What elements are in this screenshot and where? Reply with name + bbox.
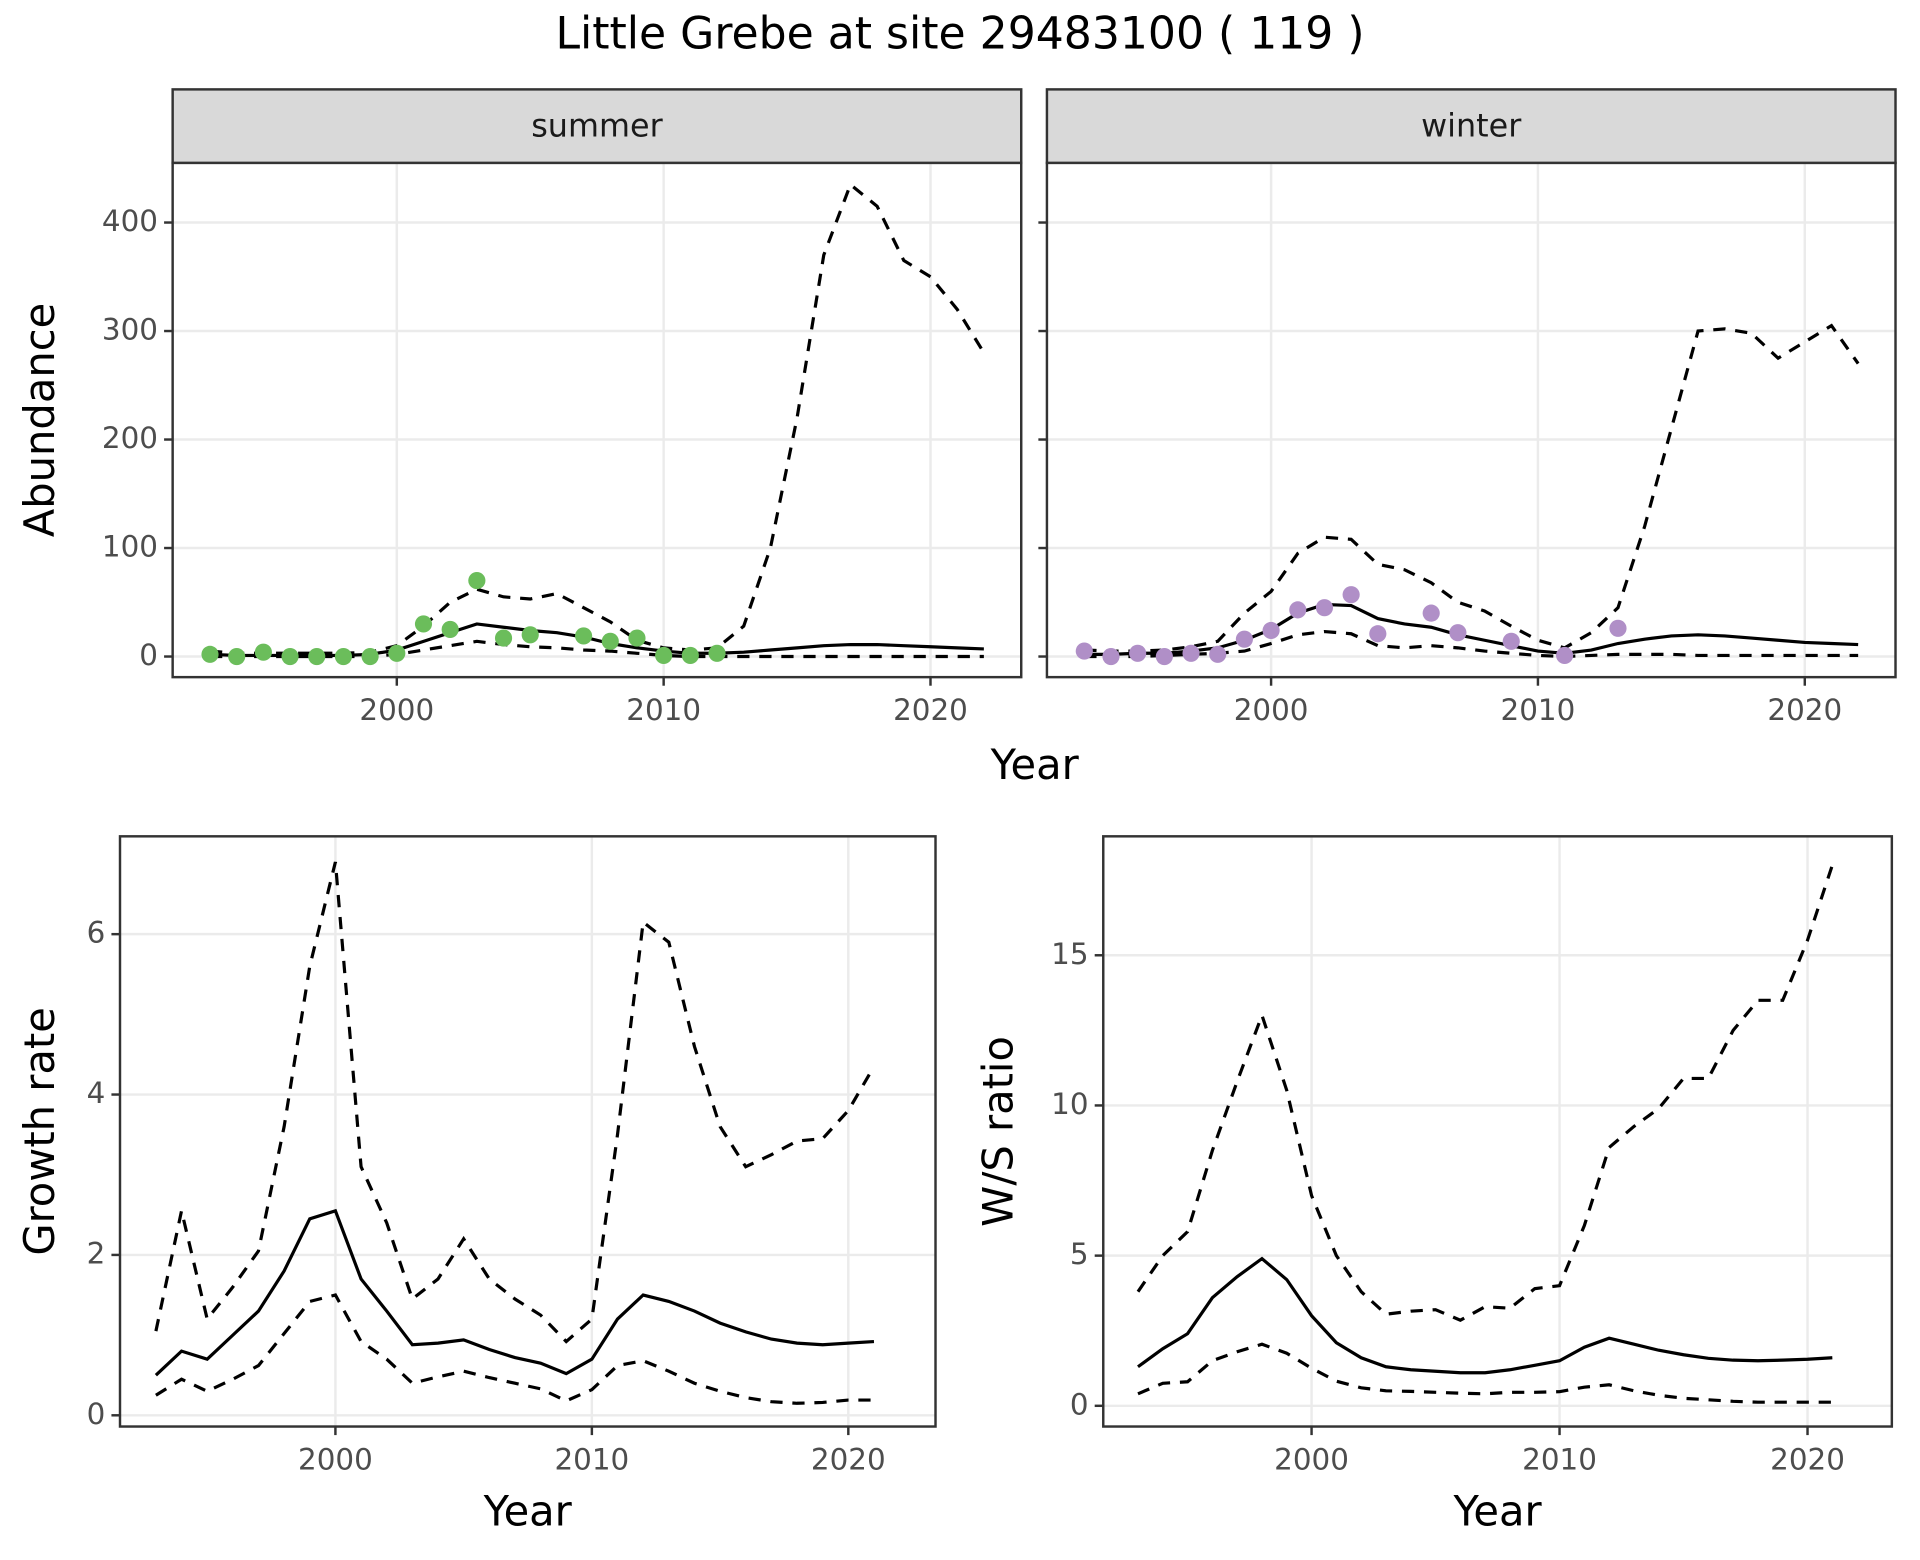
- y-tick-label: 6: [87, 916, 106, 950]
- x-tick-label: 2000: [1274, 1442, 1349, 1476]
- y-axis-label: Growth rate: [15, 1007, 64, 1255]
- data-point: [494, 629, 513, 647]
- trend-line: [154, 1208, 875, 1377]
- x-axis-label: Year: [1452, 1487, 1542, 1536]
- plot-background: [120, 836, 936, 1427]
- data-point: [681, 646, 699, 665]
- interval-line: [1137, 1342, 1833, 1404]
- data-point: [468, 572, 486, 590]
- data-point: [1369, 625, 1387, 643]
- trend-line: [1137, 1256, 1833, 1375]
- data-point: [628, 629, 646, 647]
- strip: [1045, 88, 1897, 165]
- data-point: [1289, 601, 1307, 619]
- plot-background: [1046, 162, 1896, 678]
- data-point: [1155, 647, 1173, 666]
- x-tick-label: 2020: [893, 693, 968, 727]
- interval-line: [210, 639, 984, 659]
- data-point: [254, 643, 272, 661]
- data-point: [228, 647, 246, 666]
- y-tick-label: 200: [102, 421, 158, 455]
- data-point: [334, 647, 353, 666]
- plot-background: [1103, 836, 1892, 1427]
- data-point: [708, 644, 726, 662]
- x-tick-label: 2020: [1767, 693, 1842, 727]
- data-point: [414, 615, 433, 633]
- x-tick-label: 2010: [1501, 693, 1576, 727]
- data-point: [201, 645, 219, 663]
- interval-line: [154, 861, 876, 1344]
- y-tick-label: 0: [87, 1397, 106, 1431]
- data-point: [1449, 624, 1467, 642]
- plot-border: [1102, 835, 1894, 1428]
- data-point: [441, 620, 459, 638]
- data-point: [1129, 644, 1147, 662]
- plot-background: [172, 162, 1022, 678]
- y-axis-label: W/S ratio: [974, 1036, 1023, 1227]
- strip: [171, 88, 1023, 165]
- data-point: [1422, 604, 1440, 622]
- x-tick-label: 2010: [554, 1442, 629, 1476]
- interval-line: [209, 181, 986, 655]
- y-tick-label: 100: [102, 530, 158, 564]
- x-tick-label: 2010: [1522, 1442, 1597, 1476]
- x-tick-label: 2010: [626, 693, 701, 727]
- x-tick-label: 2020: [1770, 1442, 1845, 1476]
- data-point: [1315, 599, 1334, 617]
- data-point: [1075, 642, 1093, 660]
- strip-label: summer: [531, 106, 663, 144]
- x-axis-label: Year: [483, 1487, 573, 1536]
- strip-label: winter: [1421, 106, 1522, 144]
- y-tick-label: 5: [1070, 1237, 1089, 1271]
- x-tick-label: 2000: [298, 1442, 373, 1476]
- y-axis-label: Abundance: [15, 303, 64, 537]
- data-point: [601, 632, 619, 650]
- y-tick-label: 15: [1051, 937, 1088, 971]
- plot-border: [118, 835, 937, 1428]
- interval-line: [1084, 629, 1859, 659]
- y-tick-label: 0: [1070, 1387, 1089, 1421]
- y-tick-label: 300: [102, 313, 158, 347]
- data-point: [1502, 632, 1520, 650]
- data-point: [1342, 586, 1360, 604]
- data-point: [655, 646, 673, 665]
- data-point: [1235, 630, 1253, 648]
- x-axis-label: Year: [990, 740, 1080, 789]
- y-tick-label: 4: [87, 1076, 106, 1110]
- y-tick-label: 10: [1051, 1087, 1088, 1121]
- x-tick-label: 2000: [1234, 693, 1309, 727]
- data-point: [281, 647, 299, 666]
- data-point: [1609, 619, 1627, 637]
- y-tick-label: 0: [139, 638, 158, 672]
- data-point: [1182, 644, 1200, 662]
- data-point: [361, 647, 379, 666]
- y-tick-label: 2: [87, 1236, 106, 1270]
- data-point: [388, 644, 406, 662]
- data-point: [1209, 645, 1227, 663]
- y-tick-label: 400: [102, 204, 158, 238]
- interval-line: [1084, 323, 1860, 653]
- data-point: [1102, 647, 1120, 666]
- data-point: [1556, 646, 1574, 665]
- data-point: [308, 647, 326, 666]
- data-point: [1262, 621, 1280, 640]
- x-tick-label: 2020: [811, 1442, 886, 1476]
- data-point: [575, 627, 593, 645]
- interval-line: [155, 1293, 874, 1405]
- figure-title: Little Grebe at site 29483100 ( 119 ): [555, 9, 1364, 60]
- data-point: [521, 626, 539, 644]
- x-tick-label: 2000: [359, 693, 434, 727]
